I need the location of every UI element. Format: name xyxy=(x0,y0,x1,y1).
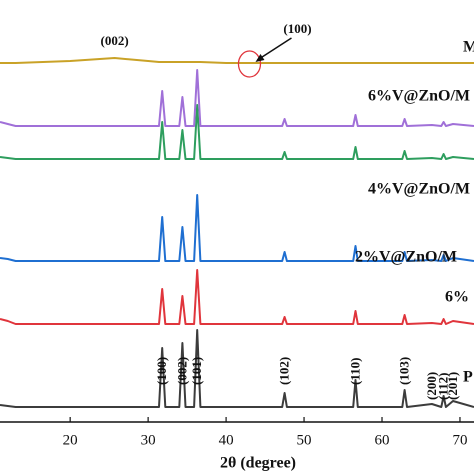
x-tick-label: 20 xyxy=(63,432,78,448)
peak-label: (002) xyxy=(174,357,189,385)
series-label: 2%V@ZnO/M xyxy=(355,249,457,266)
x-tick-label: 30 xyxy=(141,432,156,448)
peak-label: (102) xyxy=(277,357,292,385)
arrow xyxy=(257,37,292,61)
peak-label: (110) xyxy=(347,358,362,385)
peak-label: (100) xyxy=(154,357,169,385)
peak-label: (103) xyxy=(397,357,412,385)
highlight xyxy=(237,50,262,78)
series-label: 6%V@ZnO/M xyxy=(368,88,470,105)
series-line xyxy=(0,104,474,160)
peak-label: (101) xyxy=(189,357,204,385)
series-line xyxy=(0,269,474,325)
series-label: M xyxy=(463,39,474,56)
peak-label: (002) xyxy=(101,33,129,48)
series-line xyxy=(0,194,474,262)
x-tick-label: 40 xyxy=(219,432,234,448)
arrow-head xyxy=(255,54,265,62)
peak-label: (112) xyxy=(436,373,451,400)
x-axis-title: 2θ (degree) xyxy=(220,455,296,472)
series-line xyxy=(0,329,474,408)
peak-label: (100) xyxy=(283,21,311,36)
series-line xyxy=(0,69,474,127)
peak-label: (200) xyxy=(424,372,439,400)
series-label: 4%V@ZnO/M xyxy=(368,181,470,198)
series-line xyxy=(0,57,474,64)
peak-label: (201) xyxy=(445,372,460,400)
x-tick-label: 50 xyxy=(297,432,312,448)
x-tick-label: 60 xyxy=(375,432,390,448)
x-tick-label: 70 xyxy=(452,432,467,448)
series-label: P xyxy=(463,369,473,386)
series-label: 6% xyxy=(445,289,469,306)
